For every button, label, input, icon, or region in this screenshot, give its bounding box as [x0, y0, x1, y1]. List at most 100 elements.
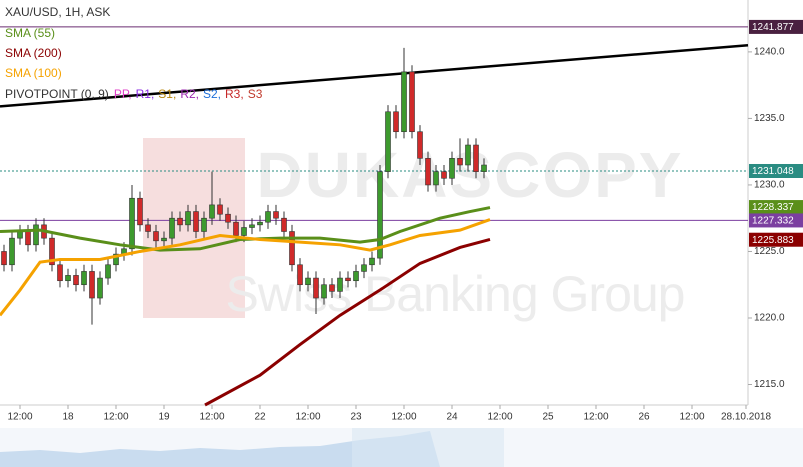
- candle-body: [193, 211, 199, 232]
- sma-line: [0, 206, 491, 252]
- price-tag-bg: [749, 19, 803, 34]
- candle-body: [217, 204, 223, 215]
- candle-body: [385, 111, 391, 172]
- navigator-area: [0, 431, 440, 467]
- y-tick-label: 1235.0: [754, 113, 785, 124]
- candle-body: [409, 71, 415, 133]
- legend-entry: SMA (55): [5, 26, 55, 40]
- x-tick-label: 12:00: [487, 412, 512, 423]
- candle-body: [241, 227, 247, 236]
- legend: XAU/USD, 1H, ASK SMA (55) SMA (200) SMA (1…: [5, 5, 263, 101]
- candle-body: [225, 213, 231, 223]
- y-tick-label: 1215.0: [754, 379, 785, 390]
- candle-body: [441, 171, 447, 179]
- candle-body: [33, 224, 39, 246]
- price-tag-bg: [749, 163, 803, 178]
- candle-body: [97, 277, 103, 299]
- candle-body: [201, 217, 207, 232]
- candle-body: [113, 253, 119, 266]
- candle-body: [57, 264, 63, 282]
- x-tick-label: 12:00: [103, 412, 128, 423]
- x-tick-label: 26: [638, 412, 650, 423]
- candle-body: [9, 237, 15, 266]
- price-tag-label: 1225.883: [752, 235, 794, 246]
- candle-body: [25, 231, 31, 246]
- candle-body: [369, 257, 375, 266]
- candle-body: [473, 144, 479, 172]
- candle-body: [401, 71, 407, 133]
- candle-body: [145, 224, 151, 232]
- legend-entry: SMA (200): [5, 46, 62, 60]
- price-tag-bg: [749, 232, 803, 247]
- candle-body: [377, 171, 383, 259]
- candle-body: [257, 221, 263, 226]
- x-tick-label: 12:00: [7, 412, 32, 423]
- pivot-item: S3: [248, 87, 263, 101]
- pivot-item: S2,: [203, 87, 221, 101]
- x-tick-label: 12:00: [391, 412, 416, 423]
- candle-body: [433, 171, 439, 186]
- x-tick-label: 23: [350, 412, 362, 423]
- x-tick-label: 24: [446, 412, 458, 423]
- price-tag-label: 1241.877: [752, 22, 794, 33]
- navigator: [0, 428, 803, 467]
- candle-body: [417, 131, 423, 159]
- trendline: [0, 43, 749, 108]
- candle-body: [153, 231, 159, 242]
- candle-body: [17, 231, 23, 239]
- candle-body: [249, 224, 255, 228]
- axes: 1215.0 1220.0 1225.0 1230.0 1235.0 1240.0 12:0…: [7, 19, 803, 423]
- plot-area: [0, 26, 749, 407]
- candle-body: [177, 217, 183, 226]
- candle-body: [161, 237, 167, 242]
- candle-body: [337, 277, 343, 292]
- pivot-item: R1,: [136, 87, 155, 101]
- candle-body: [1, 251, 7, 266]
- y-tick-label: 1230.0: [754, 180, 785, 191]
- legend-entry: SMA (100): [5, 66, 62, 80]
- pivot-label: PIVOTPOINT (0, 9): [5, 87, 109, 101]
- candle-body: [265, 211, 271, 223]
- candle-body: [209, 204, 215, 219]
- x-tick-label: 12:00: [679, 412, 704, 423]
- candle-body: [353, 271, 359, 282]
- candle-body: [129, 197, 135, 250]
- candle-body: [49, 237, 55, 266]
- x-tick-label: 12:00: [199, 412, 224, 423]
- pivot-item: R2,: [180, 87, 199, 101]
- pivot-item: S1,: [158, 87, 176, 101]
- pivot-item: PP,: [114, 87, 132, 101]
- candle-body: [297, 264, 303, 286]
- price-tag-bg: [749, 200, 803, 215]
- y-tick-label: 1220.0: [754, 313, 785, 324]
- price-tag-label: 1231.048: [752, 166, 794, 177]
- x-tick-label: 19: [158, 412, 170, 423]
- x-tick-label: 12:00: [583, 412, 608, 423]
- y-tick-label: 1240.0: [754, 47, 785, 58]
- candle-body: [281, 217, 287, 232]
- x-tick-label: 28.10.2018: [721, 412, 771, 423]
- price-tag-bg: [749, 213, 803, 228]
- price-tag-label: 1227.332: [752, 216, 794, 227]
- candle-body: [345, 277, 351, 282]
- chart-title: XAU/USD, 1H, ASK: [5, 5, 110, 19]
- x-tick-label: 12:00: [295, 412, 320, 423]
- x-tick-label: 18: [62, 412, 74, 423]
- x-tick-label: 25: [542, 412, 554, 423]
- candle-body: [233, 221, 239, 236]
- sma-line: [0, 218, 491, 317]
- candle-body: [313, 277, 319, 299]
- candle-body: [481, 164, 487, 172]
- candle-body: [457, 158, 463, 166]
- candle-body: [105, 264, 111, 279]
- y-tick-label: 1225.0: [754, 246, 785, 257]
- candle-body: [137, 197, 143, 226]
- watermark-text: Swiss Banking Group: [225, 266, 684, 322]
- pivot-item: R3,: [225, 87, 244, 101]
- candle-body: [185, 211, 191, 226]
- price-tag-label: 1228.337: [752, 202, 794, 213]
- candle-body: [273, 211, 279, 219]
- candle-body: [321, 284, 327, 299]
- candle-body: [361, 264, 367, 272]
